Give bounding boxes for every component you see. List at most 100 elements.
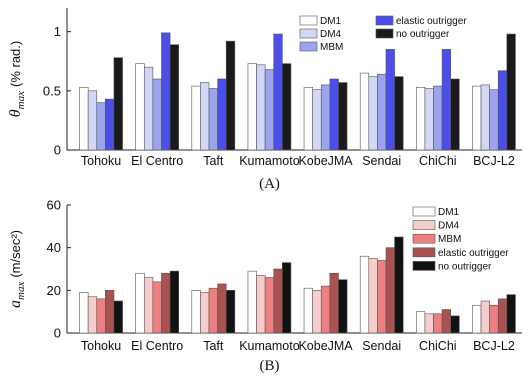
bar xyxy=(225,290,236,334)
legend-swatch xyxy=(412,233,436,244)
bar xyxy=(312,290,322,334)
bar xyxy=(105,98,115,151)
y-tick-label: 0 xyxy=(54,326,61,341)
y-tick-label: 40 xyxy=(47,240,61,255)
bar xyxy=(79,292,89,334)
y-tick-label: 1 xyxy=(54,24,61,39)
bar xyxy=(152,78,162,151)
bar xyxy=(377,73,387,151)
bar xyxy=(256,275,266,334)
x-category-label: Tohoku xyxy=(81,339,121,353)
bar xyxy=(96,298,106,334)
bar xyxy=(247,63,257,151)
legend-swatch xyxy=(299,15,318,26)
bar xyxy=(480,84,490,151)
bar xyxy=(135,272,145,334)
bar xyxy=(441,49,452,151)
bar xyxy=(105,290,115,334)
bar xyxy=(225,40,236,151)
bar xyxy=(273,33,283,151)
y-axis-label: amax(m/sec²) xyxy=(7,230,27,308)
bar xyxy=(394,76,404,151)
bar xyxy=(416,86,426,151)
legend-swatch xyxy=(375,28,394,39)
bar xyxy=(359,72,370,151)
legend-label: DM1 xyxy=(320,16,342,27)
bar xyxy=(329,272,339,334)
bar xyxy=(338,82,348,151)
y-tick-label: 20 xyxy=(47,283,61,298)
bar xyxy=(433,313,443,334)
bar xyxy=(506,33,516,151)
bar xyxy=(394,236,404,334)
bar xyxy=(208,88,218,151)
bar xyxy=(87,90,98,151)
bar xyxy=(135,63,145,151)
legend-label: no outrigger xyxy=(396,29,450,40)
bar xyxy=(256,64,266,151)
bar xyxy=(385,247,395,334)
x-category-label: El Centro xyxy=(131,154,183,168)
bar xyxy=(377,260,387,334)
bar xyxy=(441,309,452,334)
x-category-label: ChiChi xyxy=(419,154,457,168)
bar xyxy=(264,277,275,334)
bar xyxy=(320,285,331,334)
legend-swatch xyxy=(375,15,394,26)
legend-swatch xyxy=(299,41,318,52)
bar xyxy=(359,255,370,334)
bar xyxy=(424,313,434,334)
x-category-label: Kumamoto xyxy=(239,154,299,168)
bar xyxy=(497,70,508,151)
x-category-label: Sendai xyxy=(362,154,401,168)
bar xyxy=(282,63,292,151)
legend-swatch xyxy=(412,206,436,217)
bar xyxy=(472,304,482,334)
y-tick-label: 0 xyxy=(54,143,61,158)
x-category-label: KobeJMA xyxy=(298,339,353,353)
legend-swatch xyxy=(299,28,318,39)
bar xyxy=(273,268,283,334)
bar xyxy=(79,86,89,151)
panel-label: (B) xyxy=(260,358,280,374)
bar xyxy=(424,88,434,151)
legend-swatch xyxy=(412,261,436,271)
bar xyxy=(312,89,322,151)
bar xyxy=(303,287,313,334)
bar xyxy=(497,298,508,334)
legend-label: DM4 xyxy=(438,221,460,232)
x-category-label: ChiChi xyxy=(419,339,457,353)
bar xyxy=(191,85,201,151)
bar xyxy=(113,300,123,334)
bar xyxy=(113,57,123,151)
bar xyxy=(450,78,460,151)
x-category-label: Taft xyxy=(203,154,224,168)
bar xyxy=(217,78,227,151)
bar xyxy=(200,292,210,334)
panel-label: (A) xyxy=(259,176,280,192)
x-category-label: Kumamoto xyxy=(239,339,299,353)
x-category-label: BCJ-L2 xyxy=(473,339,515,353)
bar xyxy=(247,270,257,334)
bar xyxy=(161,32,171,151)
bar xyxy=(169,270,179,334)
bar xyxy=(143,277,154,334)
legend-label: elastic outrigger xyxy=(396,16,467,27)
legend-label: elastic outrigger xyxy=(438,248,509,259)
legend-swatch xyxy=(412,247,436,258)
bar xyxy=(143,66,154,151)
bar xyxy=(385,49,395,151)
bar xyxy=(368,258,378,334)
x-category-label: Tohoku xyxy=(81,154,121,168)
bar xyxy=(217,283,227,334)
bar xyxy=(416,311,426,334)
bar xyxy=(282,262,292,334)
bar xyxy=(433,85,443,151)
bar xyxy=(489,304,499,334)
legend-label: no outrigger xyxy=(438,261,492,272)
bar xyxy=(208,287,218,334)
y-tick-label: 0.5 xyxy=(43,83,61,98)
bar xyxy=(472,85,482,151)
bar xyxy=(191,290,201,334)
